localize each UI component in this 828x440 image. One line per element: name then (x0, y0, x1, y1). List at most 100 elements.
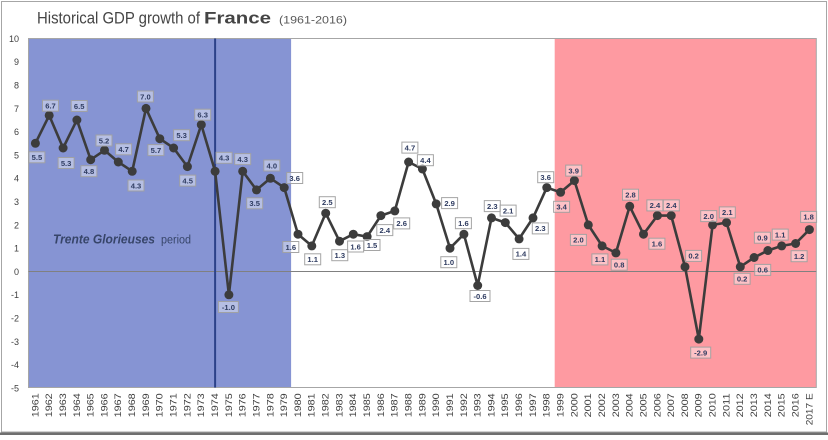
svg-text:1974: 1974 (210, 393, 221, 417)
svg-text:(1961-2016): (1961-2016) (279, 14, 347, 26)
svg-text:4.0: 4.0 (267, 161, 278, 170)
svg-text:2.4: 2.4 (650, 201, 661, 210)
svg-text:2.1: 2.1 (722, 208, 733, 217)
svg-text:4.4: 4.4 (420, 156, 431, 165)
svg-text:1973: 1973 (196, 393, 207, 417)
svg-text:0.9: 0.9 (757, 234, 768, 243)
svg-text:7: 7 (14, 104, 19, 114)
svg-text:1963: 1963 (58, 393, 69, 417)
svg-text:3.6: 3.6 (289, 174, 300, 183)
svg-text:2.1: 2.1 (503, 206, 514, 215)
svg-text:Trente Glorieuses: Trente Glorieuses (53, 232, 155, 246)
svg-text:1972: 1972 (182, 393, 193, 417)
svg-text:2: 2 (14, 220, 19, 230)
svg-text:1996: 1996 (514, 393, 525, 417)
svg-text:4.5: 4.5 (182, 176, 193, 185)
svg-text:-2.9: -2.9 (694, 348, 707, 357)
svg-text:1964: 1964 (72, 393, 83, 417)
svg-text:-1.0: -1.0 (222, 303, 235, 312)
svg-text:-4: -4 (11, 360, 19, 370)
svg-text:-0.6: -0.6 (473, 292, 486, 301)
svg-text:5.3: 5.3 (176, 131, 187, 140)
svg-text:2000: 2000 (569, 393, 580, 417)
svg-text:1.2: 1.2 (794, 252, 805, 261)
svg-text:1984: 1984 (348, 393, 359, 417)
svg-text:4.3: 4.3 (131, 181, 142, 190)
svg-text:1988: 1988 (404, 393, 415, 417)
svg-text:1985: 1985 (362, 393, 373, 417)
svg-text:1981: 1981 (307, 393, 318, 417)
svg-text:1965: 1965 (86, 393, 97, 417)
svg-text:0.2: 0.2 (688, 252, 699, 261)
svg-text:1.5: 1.5 (367, 241, 378, 250)
svg-text:2004: 2004 (625, 393, 636, 417)
svg-text:1979: 1979 (279, 393, 290, 417)
svg-text:1993: 1993 (473, 393, 484, 417)
svg-text:1990: 1990 (431, 393, 442, 417)
svg-text:1977: 1977 (251, 393, 262, 417)
svg-text:2008: 2008 (680, 393, 691, 417)
svg-text:1976: 1976 (238, 393, 249, 417)
svg-text:0.6: 0.6 (757, 266, 768, 275)
svg-text:9: 9 (14, 57, 19, 67)
svg-text:1992: 1992 (459, 393, 470, 417)
svg-text:3: 3 (14, 197, 19, 207)
svg-text:1.6: 1.6 (652, 240, 663, 249)
svg-text:6.7: 6.7 (45, 102, 56, 111)
svg-text:2006: 2006 (652, 393, 663, 417)
svg-text:3.6: 3.6 (540, 173, 551, 182)
svg-text:4.3: 4.3 (237, 155, 248, 164)
svg-text:8: 8 (14, 81, 19, 91)
svg-text:1967: 1967 (113, 393, 124, 417)
svg-text:1995: 1995 (500, 393, 511, 417)
svg-text:4.7: 4.7 (405, 143, 416, 152)
svg-text:2002: 2002 (597, 393, 608, 417)
svg-text:6.3: 6.3 (197, 111, 208, 120)
svg-text:7.0: 7.0 (140, 92, 151, 101)
svg-text:4.8: 4.8 (84, 167, 95, 176)
svg-text:1962: 1962 (44, 393, 55, 417)
svg-text:1983: 1983 (334, 393, 345, 417)
svg-text:2.3: 2.3 (487, 202, 498, 211)
svg-text:1969: 1969 (141, 393, 152, 417)
svg-text:2007: 2007 (666, 393, 677, 417)
svg-text:2017 E: 2017 E (804, 393, 815, 425)
svg-text:2005: 2005 (638, 393, 649, 417)
svg-text:1998: 1998 (542, 393, 553, 417)
svg-text:1.1: 1.1 (775, 230, 786, 239)
svg-text:2012: 2012 (735, 393, 746, 417)
svg-text:Historical GDP growth of: Historical GDP growth of (37, 10, 200, 28)
svg-text:3.5: 3.5 (249, 199, 260, 208)
svg-text:4: 4 (14, 174, 19, 184)
svg-text:5.7: 5.7 (151, 146, 162, 155)
svg-text:2001: 2001 (583, 393, 594, 417)
svg-text:5.5: 5.5 (32, 153, 43, 162)
svg-text:1997: 1997 (528, 393, 539, 417)
svg-text:2.0: 2.0 (573, 236, 584, 245)
svg-text:2.5: 2.5 (322, 198, 333, 207)
svg-text:6.5: 6.5 (74, 102, 85, 111)
svg-text:1991: 1991 (445, 393, 456, 417)
svg-text:4.7: 4.7 (118, 145, 129, 154)
svg-text:2014: 2014 (763, 393, 774, 417)
svg-text:6: 6 (14, 127, 19, 137)
svg-text:France: France (204, 10, 271, 28)
svg-text:2013: 2013 (749, 393, 760, 417)
svg-text:1980: 1980 (293, 393, 304, 417)
svg-text:1978: 1978 (265, 393, 276, 417)
svg-text:2016: 2016 (791, 393, 802, 417)
svg-text:1986: 1986 (376, 393, 387, 417)
svg-text:0.2: 0.2 (737, 275, 748, 284)
svg-text:2.0: 2.0 (703, 212, 714, 221)
svg-text:2.6: 2.6 (396, 219, 407, 228)
svg-text:1968: 1968 (127, 393, 138, 417)
svg-text:1.1: 1.1 (595, 255, 606, 264)
svg-text:1.3: 1.3 (335, 251, 346, 260)
svg-text:1970: 1970 (155, 393, 166, 417)
svg-text:1982: 1982 (321, 393, 332, 417)
svg-text:2.4: 2.4 (380, 226, 391, 235)
svg-text:1999: 1999 (556, 393, 567, 417)
svg-text:1961: 1961 (30, 393, 41, 417)
svg-text:2010: 2010 (708, 393, 719, 417)
svg-text:-2: -2 (11, 314, 19, 324)
